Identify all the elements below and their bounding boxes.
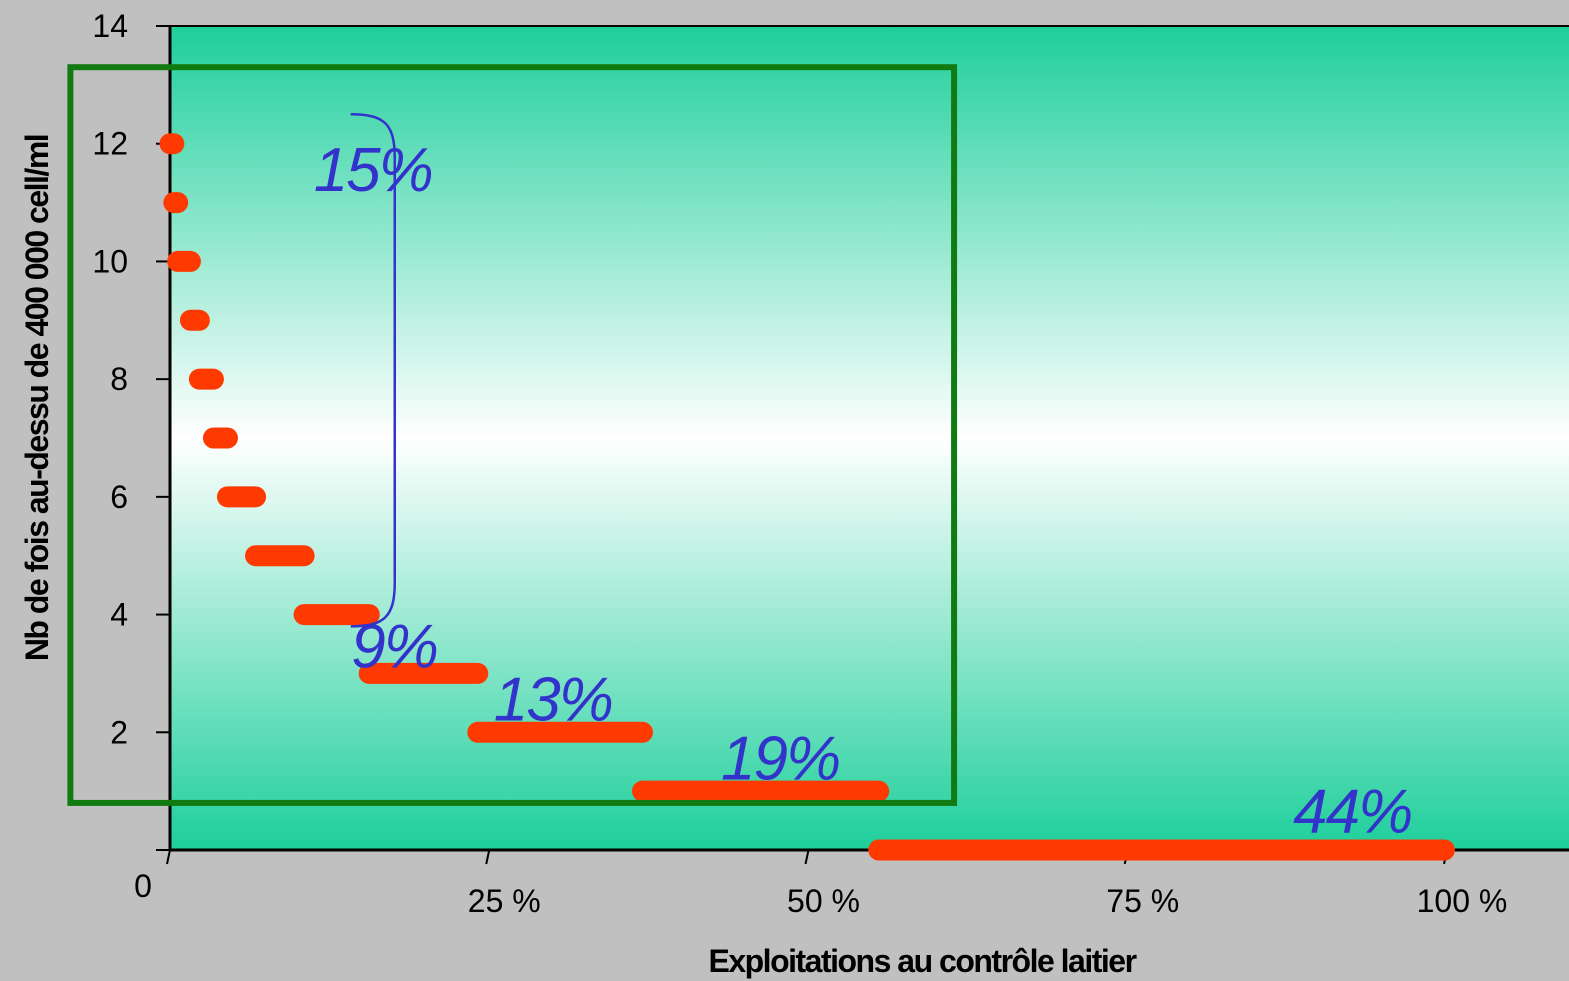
x-tick-label: 75 % <box>1106 883 1179 919</box>
annotation-label: 44% <box>1293 777 1411 846</box>
bracket-group <box>350 113 397 628</box>
annotation-label: 9% <box>351 613 437 682</box>
x-tick-label: 0 <box>134 868 152 904</box>
x-tick-label: 50 % <box>787 883 860 919</box>
data-series <box>159 133 1455 861</box>
y-tick-label: 8 <box>110 361 128 397</box>
y-tick-label: 2 <box>110 714 128 750</box>
x-axis-title: Exploitations au contrôle laitier <box>708 943 1136 979</box>
y-tick-label: 12 <box>92 126 128 162</box>
plot-area <box>170 26 1569 850</box>
bracket <box>350 113 397 628</box>
y-tick-label: 6 <box>110 479 128 515</box>
highlight-box <box>67 64 958 806</box>
x-tick <box>166 849 171 865</box>
annotation-label: 15% <box>314 136 432 205</box>
x-tick <box>485 849 491 865</box>
annotation-label: 13% <box>494 666 612 735</box>
x-tick-label: 25 % <box>468 883 541 919</box>
annotation-label: 19% <box>721 724 839 793</box>
x-tick <box>804 849 810 865</box>
y-tick-label: 14 <box>92 8 128 44</box>
x-tick-label: 100 % <box>1417 883 1508 919</box>
tick-labels: 2 4 6 8 10 12 14 0 25 % 50 % 75 % 100 % <box>92 8 1507 919</box>
annotations: 15% 9% 13% 19% 44% <box>314 136 1414 847</box>
y-tick-label: 10 <box>92 243 128 279</box>
y-axis-title: Nb de fois au-dessu de 400 000 cell/ml <box>19 135 55 661</box>
y-tick-label: 4 <box>110 597 128 633</box>
